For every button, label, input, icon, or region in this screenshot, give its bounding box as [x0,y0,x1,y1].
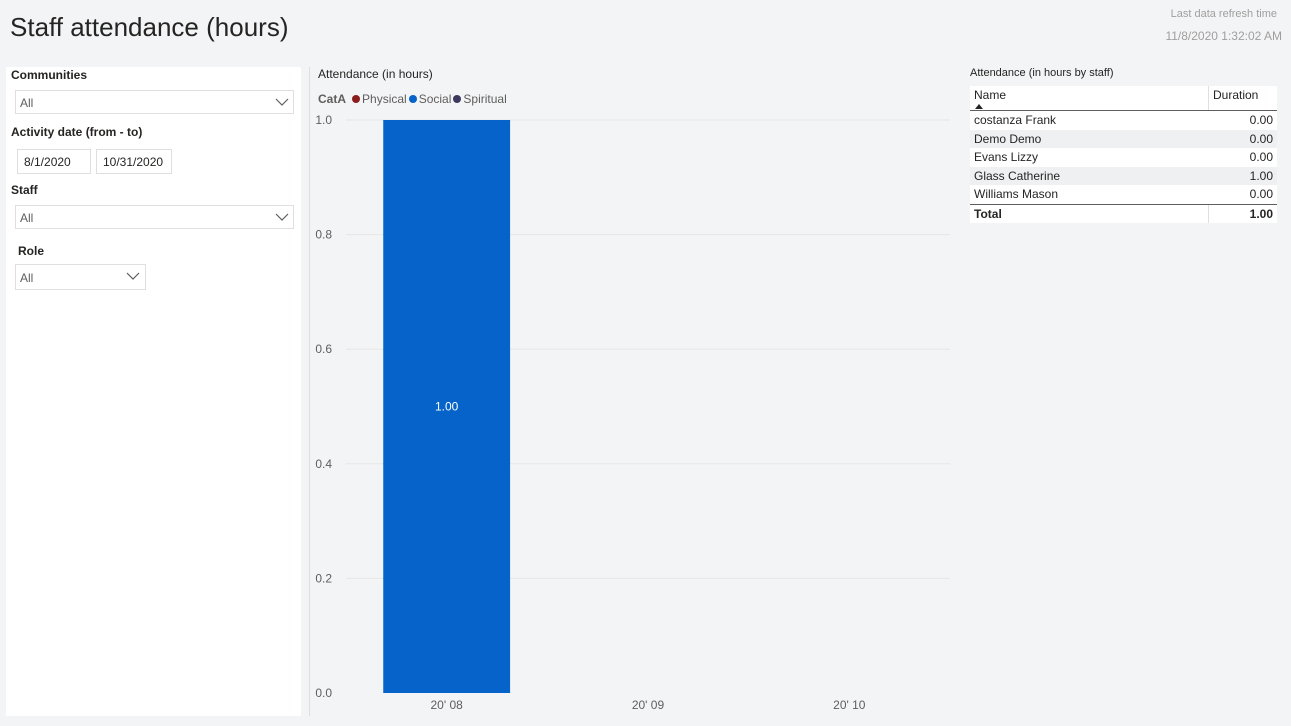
legend-title: CatA [318,92,347,106]
table-row[interactable]: costanza Frank 0.00 [970,111,1277,130]
y-tick-label: 0.4 [315,457,332,471]
communities-value: All [20,96,34,110]
legend-label: Spiritual [463,92,507,106]
refresh-time: 11/8/2020 1:32:02 AM [1165,29,1282,43]
cell-duration: 0.00 [1249,113,1273,128]
cell-name: costanza Frank [974,113,1057,128]
communities-dropdown[interactable]: All [15,90,294,114]
date-to-input[interactable]: 10/31/2020 [96,149,172,174]
total-label: Total [970,204,1209,223]
table-row[interactable]: Evans Lizzy 0.00 [970,148,1277,167]
chart-title: Attendance (in hours) [318,67,433,81]
page-title: Staff attendance (hours) [10,12,289,42]
table-total-row: Total 1.00 [970,203,1277,223]
cell-duration: 0.00 [1249,131,1273,146]
legend-label: Physical [362,92,407,106]
x-tick-label: 20' 09 [632,698,665,712]
attendance-bar-chart: 0.0 0.2 0.4 0.6 0.8 1.0 1.00 20' 08 20' 09 20' 10 [315,113,950,712]
legend-item-spiritual[interactable]: Spiritual [453,92,507,106]
table-title: Attendance (in hours by staff) [970,67,1114,79]
panel-divider [309,67,310,716]
bar-social[interactable] [383,120,511,693]
column-header-name[interactable]: Name [970,86,1209,110]
x-tick-label: 20' 10 [833,698,866,712]
cell-name: Demo Demo [974,131,1042,146]
staff-value: All [20,211,34,225]
chevron-down-icon [275,98,289,106]
table-row[interactable]: Glass Catherine 1.00 [970,166,1277,185]
table-row[interactable]: Williams Mason 0.00 [970,185,1277,204]
date-from-input[interactable]: 8/1/2020 [17,149,91,174]
y-tick-label: 0.2 [315,571,332,585]
role-label: Role [18,244,45,258]
staff-dropdown[interactable]: All [15,205,294,229]
table-row[interactable]: Demo Demo 0.00 [970,129,1277,148]
staff-attendance-table: Name Duration costanza Frank 0.00 Demo Dem… [970,86,1277,223]
legend-item-social[interactable]: Social [408,92,452,106]
sort-ascending-icon [975,104,983,109]
table-body: costanza Frank 0.00 Demo Demo 0.00 Evans Liz… [970,111,1277,204]
cell-duration: 0.00 [1249,150,1273,165]
data-label: 1.00 [435,400,459,414]
chevron-down-icon [275,213,289,221]
role-value: All [20,271,34,285]
column-header-label: Name [974,88,1007,102]
y-tick-label: 0.0 [315,686,332,700]
cell-name: Glass Catherine [974,168,1061,183]
y-tick-label: 0.8 [315,228,332,242]
staff-label: Staff [11,183,38,197]
filter-panel: Communities All Activity date (from - to… [6,67,301,716]
table-header: Name Duration [970,86,1277,111]
total-value: 1.00 [1249,206,1273,221]
activity-date-label: Activity date (from - to) [11,125,143,139]
y-tick-label: 1.0 [315,113,332,127]
column-header-label: Duration [1213,88,1259,102]
cell-name: Evans Lizzy [974,150,1039,165]
communities-label: Communities [11,68,88,82]
legend-label: Social [418,92,452,106]
cell-duration: 0.00 [1249,187,1273,202]
column-header-duration[interactable]: Duration [1209,86,1277,110]
legend-dot [408,95,417,103]
cell-duration: 1.00 [1249,168,1273,183]
legend-dot [352,95,361,103]
legend-item-physical[interactable]: Physical [352,92,407,106]
refresh-label: Last data refresh time [1170,8,1277,20]
y-tick-label: 0.6 [315,342,332,356]
chart-legend: CatA Physical Social Spiritual [318,92,509,106]
chevron-down-icon [126,272,140,280]
cell-name: Williams Mason [974,187,1059,202]
x-tick-label: 20' 08 [431,698,464,712]
role-dropdown[interactable]: All [15,264,146,290]
legend-dot [453,95,462,103]
